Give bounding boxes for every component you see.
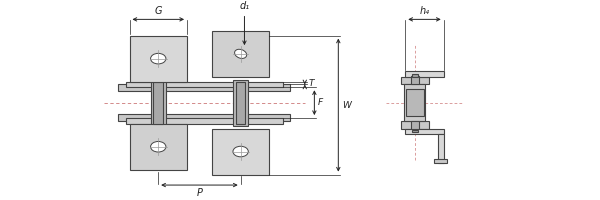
Bar — [212, 129, 269, 175]
Bar — [212, 31, 269, 77]
Bar — [411, 76, 419, 84]
Bar — [130, 124, 187, 170]
Bar — [125, 82, 283, 87]
Text: P: P — [196, 188, 202, 198]
Text: d₁: d₁ — [239, 1, 250, 11]
Bar — [412, 74, 418, 77]
Text: G: G — [155, 6, 162, 16]
Bar — [236, 82, 245, 124]
Bar — [151, 80, 166, 126]
Bar — [118, 84, 290, 91]
Text: h₄: h₄ — [419, 6, 430, 16]
Text: F: F — [318, 98, 323, 107]
Bar — [130, 36, 187, 82]
Bar — [406, 89, 424, 116]
Bar — [233, 80, 248, 126]
Bar — [412, 130, 418, 132]
Ellipse shape — [151, 53, 166, 64]
Bar — [406, 129, 443, 134]
Bar — [154, 82, 163, 124]
Bar — [401, 121, 429, 129]
Ellipse shape — [151, 141, 166, 152]
Bar — [404, 84, 425, 121]
Bar — [438, 134, 443, 163]
Bar — [125, 118, 283, 124]
Ellipse shape — [235, 49, 247, 58]
Bar — [411, 121, 419, 130]
Text: T: T — [308, 79, 314, 88]
Ellipse shape — [233, 146, 248, 157]
Bar — [401, 77, 429, 84]
Bar — [118, 114, 290, 121]
Text: W: W — [342, 101, 351, 110]
Bar — [434, 159, 448, 163]
Bar — [406, 71, 443, 77]
